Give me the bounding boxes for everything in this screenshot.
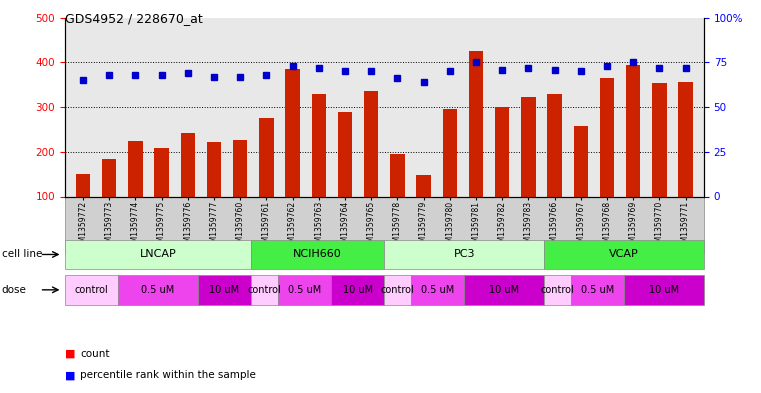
Text: 10 uM: 10 uM <box>649 285 679 295</box>
Text: control: control <box>247 285 282 295</box>
Bar <box>285 69 300 241</box>
Text: LNCAP: LNCAP <box>139 250 177 259</box>
Bar <box>600 78 614 241</box>
Bar <box>416 175 431 241</box>
Text: control: control <box>75 285 108 295</box>
Text: 0.5 uM: 0.5 uM <box>581 285 614 295</box>
Bar <box>76 174 91 241</box>
Text: 10 uM: 10 uM <box>342 285 373 295</box>
Bar <box>521 97 536 241</box>
Bar <box>311 94 326 241</box>
Bar <box>443 109 457 241</box>
Bar <box>364 92 378 241</box>
Text: count: count <box>80 349 110 359</box>
Bar <box>260 118 274 241</box>
Text: NCIH660: NCIH660 <box>293 250 342 259</box>
Bar <box>652 83 667 241</box>
Bar <box>390 154 405 241</box>
Bar <box>207 142 221 241</box>
Text: percentile rank within the sample: percentile rank within the sample <box>80 370 256 380</box>
Bar <box>678 82 693 241</box>
Text: PC3: PC3 <box>454 250 475 259</box>
Text: ■: ■ <box>65 349 75 359</box>
Bar <box>626 64 641 241</box>
Bar <box>128 141 142 241</box>
Bar <box>574 126 588 241</box>
Bar <box>495 107 509 241</box>
Text: 0.5 uM: 0.5 uM <box>288 285 321 295</box>
Bar <box>338 112 352 241</box>
Text: 10 uM: 10 uM <box>209 285 240 295</box>
Text: ■: ■ <box>65 370 75 380</box>
Text: GDS4952 / 228670_at: GDS4952 / 228670_at <box>65 12 202 25</box>
Bar <box>469 51 483 241</box>
Text: control: control <box>540 285 575 295</box>
Text: 10 uM: 10 uM <box>489 285 519 295</box>
Text: 0.5 uM: 0.5 uM <box>421 285 454 295</box>
Text: VCAP: VCAP <box>609 250 639 259</box>
Text: control: control <box>380 285 415 295</box>
Bar <box>102 158 116 241</box>
Text: dose: dose <box>2 285 27 295</box>
Bar <box>547 94 562 241</box>
Bar <box>180 132 195 241</box>
Text: cell line: cell line <box>2 250 42 259</box>
Text: 0.5 uM: 0.5 uM <box>142 285 174 295</box>
Bar <box>154 148 169 241</box>
Bar <box>233 140 247 241</box>
